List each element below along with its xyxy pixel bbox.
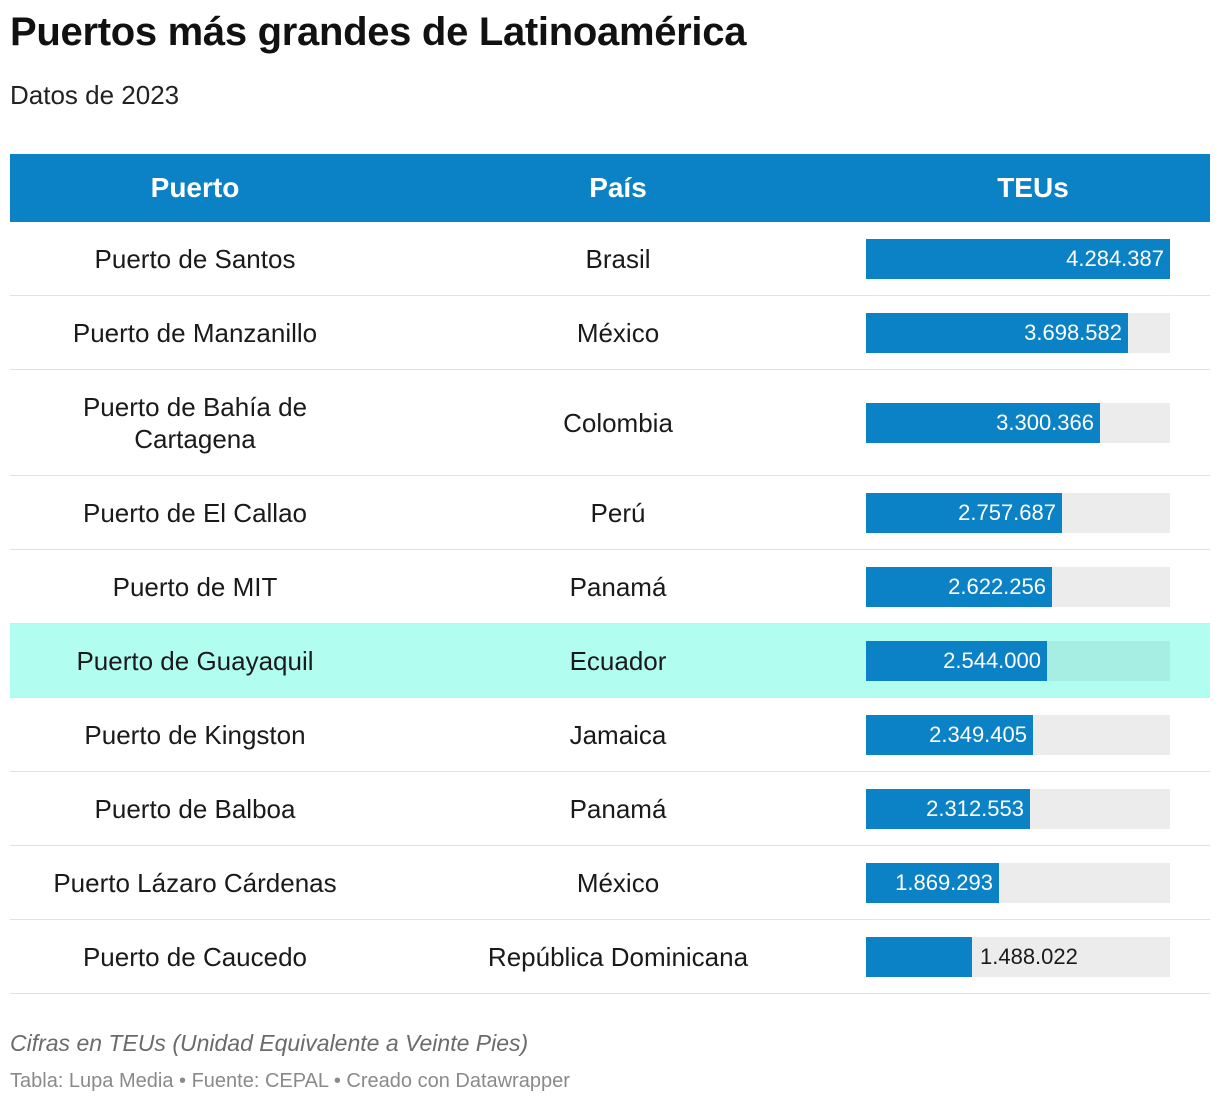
- cell-puerto: Puerto de Guayaquil: [76, 645, 314, 676]
- cell-pais: Panamá: [569, 793, 667, 824]
- cell-pais: Ecuador: [569, 645, 667, 676]
- bar-track: 1.488.022: [866, 936, 1170, 977]
- table-row: Puerto de Balboa Panamá 2.312.553: [10, 772, 1210, 846]
- bar-value-label: 1.869.293: [895, 869, 993, 895]
- bar-value-label: 3.300.366: [996, 409, 1094, 435]
- bar-track: 2.349.405: [866, 714, 1170, 755]
- table-row: Puerto de Guayaquil Ecuador 2.544.000: [10, 624, 1210, 698]
- table-row: Puerto de MIT Panamá 2.622.256: [10, 550, 1210, 624]
- table-footer: Tabla: Lupa Media • Fuente: CEPAL • Crea…: [10, 1070, 570, 1092]
- bar-track: 2.622.256: [866, 566, 1170, 607]
- bar-teus: [866, 238, 1170, 279]
- bar-value-label: 3.698.582: [1024, 319, 1122, 345]
- header-teus[interactable]: TEUs: [997, 172, 1069, 203]
- bar-teus: [866, 640, 1047, 681]
- table-row: Puerto de Caucedo República Dominicana 1.4…: [10, 920, 1210, 994]
- cell-pais: República Dominicana: [487, 941, 749, 972]
- cell-pais: Panamá: [569, 571, 667, 602]
- bar-teus: [866, 402, 1100, 443]
- table-row: Puerto de Bahía de Cartagena Colombia 3.30…: [10, 370, 1210, 476]
- cell-pais: México: [576, 317, 660, 348]
- cell-puerto: Puerto de Santos: [94, 243, 296, 274]
- cell-puerto: Puerto de Caucedo: [82, 941, 308, 972]
- bar-teus: [866, 936, 972, 977]
- table-row: Puerto de El Callao Perú 2.757.687: [10, 476, 1210, 550]
- cell-puerto: Puerto de Kingston: [84, 719, 306, 750]
- cell-pais: México: [576, 867, 660, 898]
- cell-pais: Colombia: [563, 407, 673, 438]
- header-puerto[interactable]: Puerto: [150, 172, 240, 203]
- cell-puerto: Puerto de Balboa: [94, 793, 296, 824]
- cell-puerto: Puerto Lázaro Cárdenas: [53, 867, 337, 898]
- bar-value-label: 2.757.687: [958, 499, 1056, 525]
- bar-track: 4.284.387: [866, 238, 1170, 279]
- cell-pais: Brasil: [585, 243, 651, 274]
- bar-track: 2.544.000: [866, 640, 1170, 681]
- chart-title: Puertos más grandes de Latinoamérica: [10, 10, 747, 54]
- bar-track: 1.869.293: [866, 862, 1170, 903]
- table-notes: Cifras en TEUs (Unidad Equivalente a Vei…: [10, 1030, 529, 1056]
- bar-track: 3.300.366: [866, 402, 1170, 443]
- bar-teus: [866, 492, 1062, 533]
- table-row: Puerto de Manzanillo México 3.698.582: [10, 296, 1210, 370]
- bar-value-label: 4.284.387: [1066, 245, 1164, 271]
- ports-table: Puerto País TEUs Puerto de Santos Brasil 4…: [10, 154, 1210, 994]
- cell-puerto: Puerto de MIT: [112, 571, 278, 602]
- bar-value-label: 1.488.022: [980, 943, 1078, 969]
- bar-value-label: 2.312.553: [926, 795, 1024, 821]
- bar-teus: [866, 862, 999, 903]
- bar-track: 2.757.687: [866, 492, 1170, 533]
- bar-value-label: 2.544.000: [943, 647, 1041, 673]
- cell-pais: Perú: [590, 497, 646, 528]
- table-body: Puerto de Santos Brasil 4.284.387 Puerto de…: [10, 222, 1210, 994]
- bar-value-label: 2.622.256: [948, 573, 1046, 599]
- cell-puerto: Puerto de Bahía de Cartagena: [82, 391, 308, 454]
- bar-teus: [866, 566, 1052, 607]
- table-row: Puerto de Santos Brasil 4.284.387: [10, 222, 1210, 296]
- bar-teus: [866, 714, 1033, 755]
- chart-subtitle: Datos de 2023: [10, 80, 180, 110]
- table-row: Puerto de Kingston Jamaica 2.349.405: [10, 698, 1210, 772]
- cell-puerto: Puerto de El Callao: [82, 497, 308, 528]
- header-pais[interactable]: País: [589, 172, 647, 203]
- bar-value-label: 2.349.405: [929, 721, 1027, 747]
- table-row: Puerto Lázaro Cárdenas México 1.869.293: [10, 846, 1210, 920]
- bar-track: 2.312.553: [866, 788, 1170, 829]
- bar-track: 3.698.582: [866, 312, 1170, 353]
- cell-pais: Jamaica: [569, 719, 667, 750]
- bar-teus: [866, 788, 1030, 829]
- cell-puerto: Puerto de Manzanillo: [72, 317, 318, 348]
- table-header: Puerto País TEUs: [10, 154, 1210, 222]
- bar-teus: [866, 312, 1128, 353]
